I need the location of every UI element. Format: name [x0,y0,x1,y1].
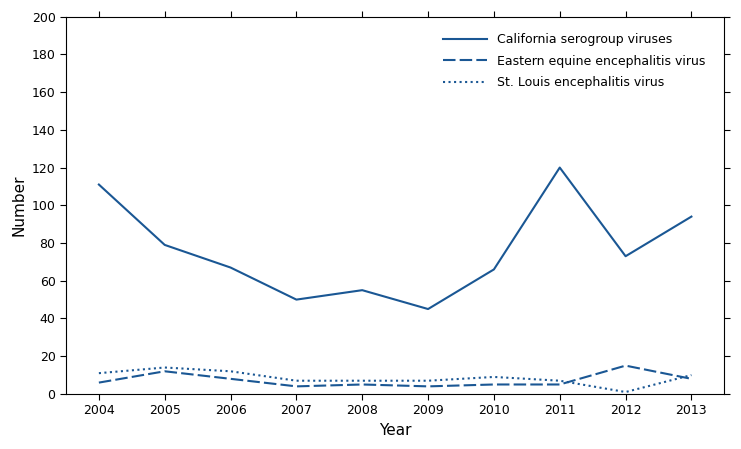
Eastern equine encephalitis virus [687,376,696,382]
Eastern equine encephalitis virus [490,382,499,387]
St. Louis encephalitis virus [94,370,103,376]
St. Louis encephalitis virus [160,365,169,370]
California serogroup viruses [555,165,564,170]
Eastern equine encephalitis virus [424,384,433,389]
X-axis label: Year: Year [379,423,411,438]
Eastern equine encephalitis virus [94,380,103,385]
Eastern equine encephalitis virus [358,382,367,387]
California serogroup viruses [94,182,103,187]
St. Louis encephalitis virus [358,378,367,383]
St. Louis encephalitis virus [424,378,433,383]
Line: Eastern equine encephalitis virus: Eastern equine encephalitis virus [99,365,691,387]
California serogroup viruses [160,242,169,247]
California serogroup viruses [358,287,367,293]
St. Louis encephalitis virus [226,369,235,374]
St. Louis encephalitis virus [555,378,564,383]
St. Louis encephalitis virus [292,378,301,383]
St. Louis encephalitis virus [687,372,696,378]
Legend: California serogroup viruses, Eastern equine encephalitis virus, St. Louis encep: California serogroup viruses, Eastern eq… [437,26,711,96]
St. Louis encephalitis virus [490,374,499,380]
Y-axis label: Number: Number [11,175,26,236]
Eastern equine encephalitis virus [621,363,630,368]
Eastern equine encephalitis virus [555,382,564,387]
Eastern equine encephalitis virus [292,384,301,389]
Eastern equine encephalitis virus [160,369,169,374]
Line: St. Louis encephalitis virus: St. Louis encephalitis virus [99,368,691,392]
California serogroup viruses [424,306,433,312]
Eastern equine encephalitis virus [226,376,235,382]
California serogroup viruses [292,297,301,302]
California serogroup viruses [490,267,499,272]
California serogroup viruses [226,265,235,270]
California serogroup viruses [687,214,696,219]
Line: California serogroup viruses: California serogroup viruses [99,167,691,309]
California serogroup viruses [621,254,630,259]
St. Louis encephalitis virus [621,389,630,395]
